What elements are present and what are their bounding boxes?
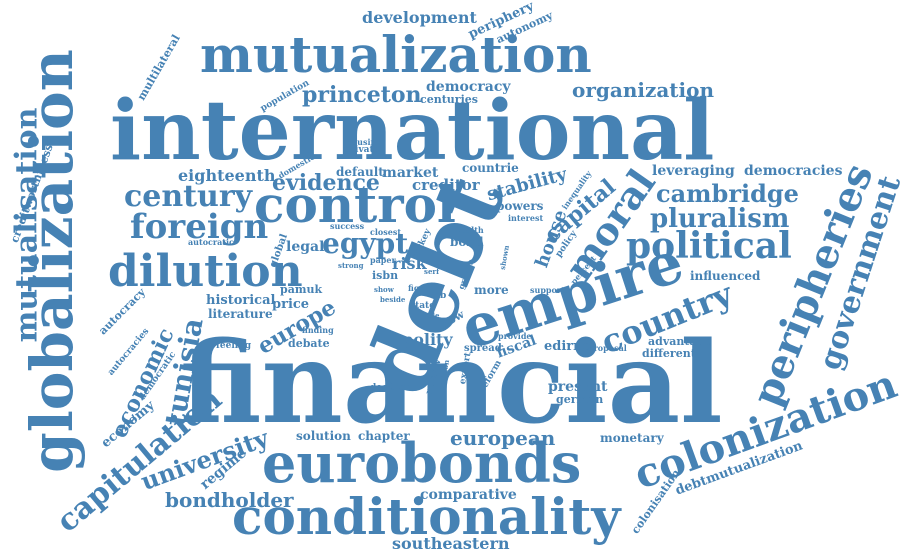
- word-provide: provide: [498, 331, 532, 341]
- word-political: political: [626, 225, 792, 267]
- word-eighteenth: eighteenth: [178, 166, 276, 185]
- word-different: different: [642, 347, 696, 360]
- word-edirne: edirne: [544, 339, 591, 354]
- word-shown: shown: [497, 244, 512, 271]
- word-paper: paper: [370, 255, 396, 265]
- word-pluralism: pluralism: [650, 204, 790, 234]
- word-closest: closest: [370, 227, 402, 237]
- word-democracies: democracies: [744, 163, 843, 179]
- word-bondholder: bondholder: [165, 488, 294, 512]
- word-wealth: wealth: [454, 225, 484, 235]
- word-egypt: egypt: [322, 227, 409, 260]
- word-pamuk: pamuk: [280, 283, 323, 296]
- word-comparative: comparative: [420, 487, 517, 503]
- word-fig: fig: [408, 283, 420, 293]
- word-proposal: proposal: [588, 343, 627, 353]
- word-influenced: influenced: [690, 269, 761, 283]
- word-decision: decision: [370, 383, 412, 393]
- word-mutualization: mutualization: [200, 25, 592, 84]
- word-princeton: princeton: [302, 82, 422, 108]
- word-conditionality: conditionality: [232, 487, 621, 546]
- word-support: support: [530, 285, 565, 295]
- word-southeastern: southeastern: [392, 534, 510, 553]
- word-more: more: [474, 283, 509, 297]
- word-powers: powers: [496, 199, 544, 213]
- word-debate: debate: [288, 337, 330, 350]
- word-international: international: [110, 83, 715, 179]
- word-historical: historical: [206, 293, 276, 308]
- word-default: default: [336, 165, 384, 179]
- word-european: european: [450, 426, 556, 450]
- word-autocratic: autocratic: [188, 237, 234, 247]
- word-literature: literature: [208, 307, 273, 321]
- word-tab: tab: [430, 291, 447, 301]
- word-bond: bond: [450, 235, 484, 249]
- word-interest: interest: [508, 213, 544, 223]
- word-solution: solution: [296, 429, 351, 443]
- word-serf: serf: [424, 267, 440, 276]
- word-control: control: [254, 175, 456, 234]
- word-foreign: foreign: [130, 207, 269, 247]
- word-evidence: evidence: [272, 170, 380, 196]
- word-advantage: advantage: [648, 335, 712, 348]
- word-isbn: isbn: [372, 269, 399, 282]
- word-success: success: [330, 221, 365, 231]
- word-democracy: democracy: [426, 79, 511, 95]
- word-show: show: [374, 285, 394, 294]
- word-polity: polity: [402, 330, 453, 349]
- word-spread: spread: [464, 343, 502, 354]
- word-german: german: [556, 393, 604, 406]
- word-legal: legal: [286, 239, 325, 255]
- word-price: price: [272, 297, 310, 312]
- word-leveraging: leveraging: [652, 163, 735, 179]
- word-market: market: [382, 165, 439, 181]
- word-creditor: creditor: [412, 176, 480, 194]
- word-financial: financial: [180, 318, 723, 449]
- word-housing: housing: [346, 137, 382, 147]
- word-development: development: [362, 8, 477, 27]
- word-monetary: monetary: [600, 431, 664, 445]
- word-state: state: [410, 301, 435, 311]
- word-feeling: feeling: [216, 341, 251, 351]
- word-organization: organization: [572, 78, 714, 102]
- word-dilution: dilution: [108, 246, 303, 297]
- word-chapter: chapter: [358, 429, 410, 443]
- word-eurobonds: eurobonds: [262, 431, 582, 495]
- word-century: century: [124, 179, 253, 214]
- word-cambridge: cambridge: [656, 179, 799, 208]
- word-risk: risk: [392, 254, 427, 273]
- word-present: present: [548, 379, 608, 395]
- word-role: role: [424, 311, 440, 320]
- word-beside: beside: [380, 295, 406, 304]
- word-finding: finding: [302, 325, 334, 335]
- word-centuries: centuries: [420, 93, 478, 106]
- word-countrie: countrie: [462, 161, 519, 175]
- word-private: private: [344, 145, 380, 155]
- word-strong: strong: [338, 261, 364, 270]
